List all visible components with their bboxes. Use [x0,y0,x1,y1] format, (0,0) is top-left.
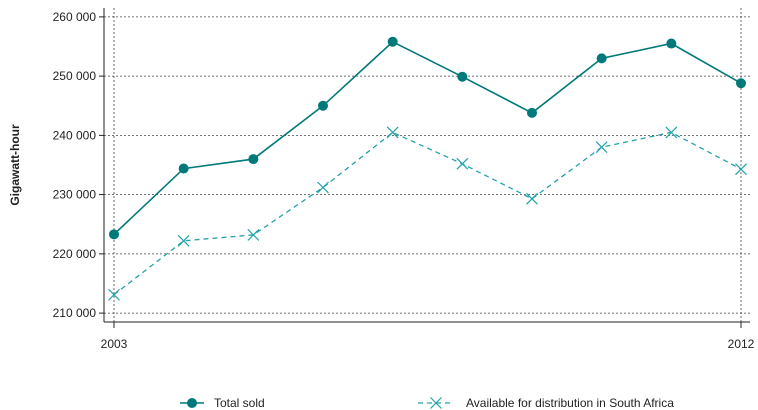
x-marker-stroke [108,288,120,301]
y-tick-label: 240 000 [53,128,97,142]
legend-item: Total sold [180,396,265,410]
x-marker-stroke [456,157,469,170]
data-point [177,234,190,247]
data-point [248,154,259,165]
data-point [526,192,538,205]
x-marker-stroke [735,163,747,176]
data-point [457,71,468,82]
data-point [317,181,329,194]
data-point [318,100,328,111]
data-point [108,288,120,301]
y-axis-ticks: 210 000 220 000 230 000 240 000 250 000 260 0… [53,10,104,320]
y-tick-label: 220 000 [53,247,97,261]
data-point [109,229,119,240]
x-tick-label: 2003 [101,337,128,351]
gridlines [104,8,750,322]
x-marker-stroke [177,234,190,247]
legend-x-marker [430,397,442,409]
x-axis-ticks: 2003 2012 [101,322,755,351]
data-point [178,163,189,174]
series-line [113,40,742,235]
data-point [595,141,608,154]
x-marker-stroke [526,192,538,205]
y-tick-label: 260 000 [53,10,97,24]
legend-item: Available for distribution in South Afri… [418,396,674,410]
legend-label: Total sold [214,396,265,410]
series [108,36,747,301]
x-tick-label: 2012 [728,337,755,351]
series-total-sold [109,36,746,240]
x-marker-stroke [595,141,608,154]
data-point [247,228,260,241]
data-point [596,53,607,64]
y-axis-label: Gigawatt-hour [8,124,22,206]
y-tick-label: 230 000 [53,188,97,202]
x-marker-stroke [317,181,329,194]
data-point [736,78,746,89]
data-point [386,126,399,139]
y-tick-label: 250 000 [53,69,97,83]
data-point [665,126,678,139]
series-line [113,131,742,296]
data-point [387,36,398,47]
x-marker-stroke [386,126,399,139]
data-point [527,107,537,118]
x-marker-stroke [247,228,260,241]
y-tick-label: 210 000 [53,306,97,320]
data-point [666,38,677,49]
legend-label: Available for distribution in South Afri… [466,396,674,410]
legend: Total sold Available for distribution in … [180,396,674,410]
data-point [456,157,469,170]
axes [103,8,750,323]
data-point [735,163,747,176]
legend-circle-marker [187,398,197,408]
series-available-for-distribution [108,126,747,301]
x-marker-stroke [665,126,678,139]
